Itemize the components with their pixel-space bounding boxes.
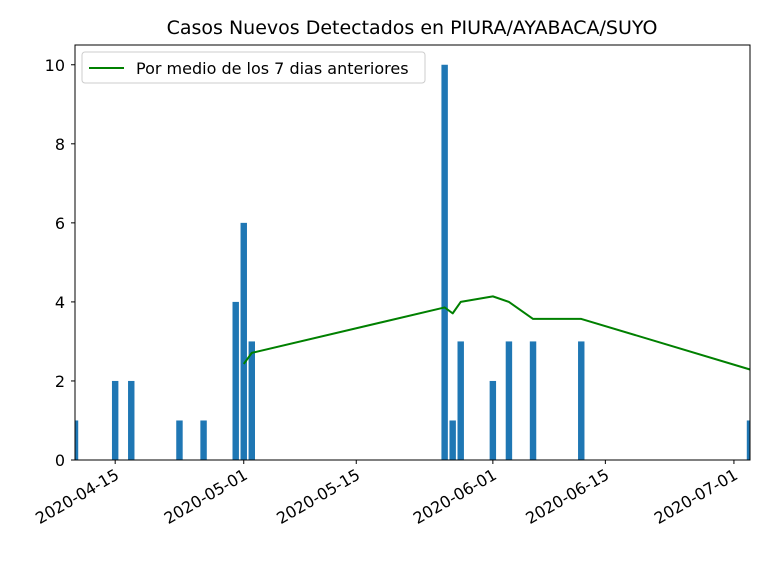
bar xyxy=(441,64,448,460)
bar xyxy=(449,420,456,460)
bar xyxy=(578,341,585,460)
legend-box xyxy=(81,51,426,84)
x-tick-label: 2020-06-15 xyxy=(522,465,612,528)
bar xyxy=(176,420,183,460)
y-tick-label: 4 xyxy=(55,293,65,312)
bar xyxy=(111,380,119,460)
bar xyxy=(200,420,207,460)
bar xyxy=(746,420,750,460)
average-line xyxy=(242,295,751,371)
y-tick-label: 0 xyxy=(55,451,65,470)
bar xyxy=(248,341,255,460)
bar xyxy=(529,341,537,460)
x-tick-label: 2020-05-15 xyxy=(273,465,363,528)
x-tick-label: 2020-04-15 xyxy=(32,465,122,528)
bar xyxy=(240,222,247,460)
y-tick-label: 8 xyxy=(55,135,65,154)
x-tick-label: 2020-05-01 xyxy=(161,465,251,528)
legend-label: Por medio de los 7 dias anteriores xyxy=(136,59,409,78)
bars-layer xyxy=(75,64,750,460)
bar xyxy=(75,420,79,460)
legend: Por medio de los 7 dias anteriores xyxy=(81,51,426,84)
y-axis: 0 2 4 6 8 10 xyxy=(45,56,75,470)
chart-title: Casos Nuevos Detectados en PIURA/AYABACA… xyxy=(167,17,658,39)
y-tick-label: 2 xyxy=(55,372,65,391)
bar xyxy=(505,341,513,460)
bar xyxy=(489,380,497,460)
plot-frame xyxy=(74,44,751,461)
y-tick-label: 6 xyxy=(55,214,65,233)
y-tick-label: 10 xyxy=(45,56,65,75)
line-layer xyxy=(242,295,751,371)
bar xyxy=(457,341,464,460)
x-axis: 2020-04-15 2020-05-01 2020-05-15 2020-06-01… xyxy=(32,460,741,528)
x-tick-label: 2020-06-01 xyxy=(410,465,500,528)
bar xyxy=(232,301,239,460)
bar xyxy=(128,380,135,460)
x-tick-label: 2020-07-01 xyxy=(651,465,741,528)
